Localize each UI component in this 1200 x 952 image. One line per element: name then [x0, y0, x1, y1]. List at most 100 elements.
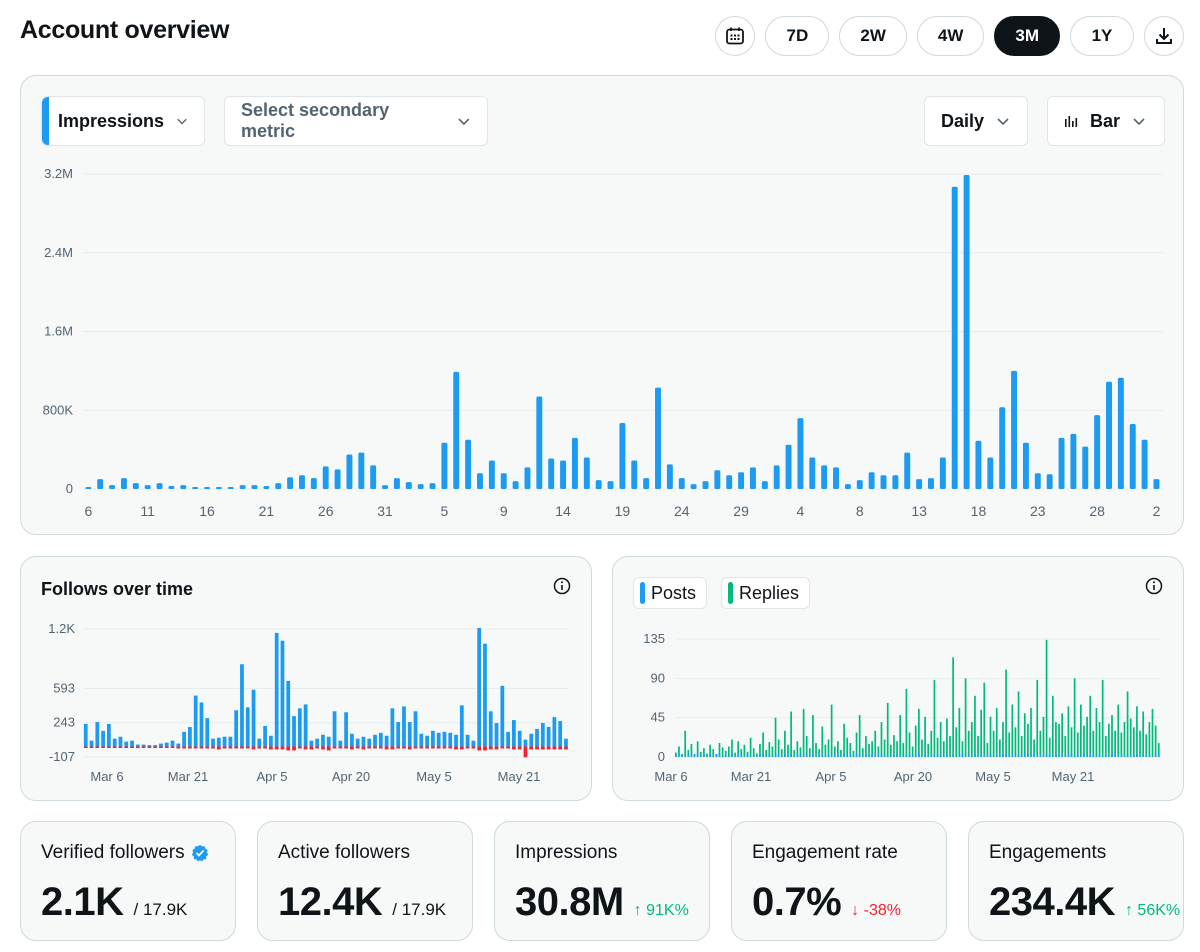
posts-bar	[1154, 754, 1157, 757]
impressions-bar	[1094, 415, 1101, 489]
replies-bar	[734, 752, 736, 757]
replies-bar	[1058, 723, 1060, 757]
range-7d-button[interactable]: 7D	[765, 16, 830, 56]
follows-loss-bar	[188, 746, 192, 749]
impressions-bar	[204, 487, 210, 489]
replies-bar	[793, 750, 796, 757]
stat-card-engagement-rate[interactable]: Engagement rate 0.7% ↓ -38%	[731, 821, 947, 941]
follows-loss-bar	[216, 746, 221, 750]
follows-loss-bar	[459, 746, 464, 750]
impressions-bar	[1141, 439, 1148, 489]
impressions-bar	[536, 396, 543, 489]
impressions-bar	[429, 483, 436, 489]
follows-loss-bar	[465, 746, 470, 749]
range-3m-button[interactable]: 3M	[994, 16, 1060, 56]
stat-card-verified-followers[interactable]: Verified followers 2.1K / 17.9K	[20, 821, 236, 941]
posts-bar	[709, 754, 711, 757]
follows-loss-bar	[164, 746, 169, 749]
replies-bar	[724, 750, 727, 757]
posts-bar	[877, 754, 880, 757]
replies-bar	[1083, 725, 1085, 757]
posts-bar	[1055, 754, 1057, 757]
impressions-bar	[263, 486, 270, 489]
x-tick-label: 26	[318, 503, 334, 519]
stat-card-active-followers[interactable]: Active followers 12.4K / 17.9K	[257, 821, 473, 941]
x-tick-label: May 5	[975, 769, 1010, 784]
stat-label: Engagement rate	[752, 842, 898, 863]
x-tick-label: 13	[911, 503, 927, 519]
follows-loss-bar	[471, 746, 476, 749]
impressions-bar	[287, 477, 294, 489]
replies-bar	[967, 730, 970, 757]
impressions-bar	[999, 407, 1006, 489]
replies-bar	[986, 743, 989, 757]
replies-bar	[958, 708, 961, 757]
follows-gain-bar	[245, 707, 250, 747]
follows-loss-bar	[390, 746, 395, 750]
primary-metric-dropdown[interactable]: Impressions	[41, 96, 205, 146]
replies-bar	[952, 657, 954, 757]
posts-bar	[687, 754, 690, 757]
posts-legend-chip[interactable]: Posts	[633, 577, 708, 609]
replies-legend-chip[interactable]: Replies	[721, 577, 811, 609]
posts-bar	[939, 754, 942, 757]
follows-gain-bar	[188, 726, 192, 747]
impressions-bar	[488, 460, 495, 489]
range-1y-button[interactable]: 1Y	[1070, 16, 1134, 56]
range-2w-button[interactable]: 2W	[839, 16, 907, 56]
follows-loss-bar	[523, 746, 528, 758]
follows-loss-bar	[199, 746, 204, 749]
follows-loss-bar	[558, 746, 563, 750]
impressions-bar	[97, 479, 104, 489]
follows-gain-bar	[471, 740, 476, 747]
follows-loss-bar	[274, 746, 279, 750]
follows-loss-bar	[436, 746, 441, 749]
impressions-bar	[144, 485, 151, 489]
replies-bar	[977, 736, 979, 757]
posts-bar	[1061, 754, 1064, 757]
replies-bar	[930, 730, 933, 757]
stat-card-engagements[interactable]: Engagements 234.4K ↑ 56K%	[968, 821, 1184, 941]
replies-bar	[830, 704, 833, 757]
range-4w-button[interactable]: 4W	[916, 16, 985, 56]
stat-label: Impressions	[515, 842, 618, 863]
follows-loss-bar	[292, 746, 296, 751]
follows-gain-bar	[101, 730, 105, 747]
posts-bar	[774, 754, 777, 757]
stat-value: 2.1K	[41, 880, 124, 924]
posts-bar	[1027, 754, 1029, 757]
impressions-bar	[239, 485, 246, 489]
replies-bar	[861, 748, 864, 757]
follows-gain-bar	[373, 734, 377, 747]
impressions-bar	[821, 465, 828, 489]
posts-bar	[1011, 754, 1014, 757]
stat-card-impressions[interactable]: Impressions 30.8M ↑ 91K%	[494, 821, 710, 941]
impressions-bar	[892, 475, 899, 489]
chart-type-dropdown[interactable]: Bar	[1047, 96, 1165, 146]
y-tick-label: 135	[643, 631, 665, 646]
granularity-dropdown[interactable]: Daily	[924, 96, 1028, 146]
posts-bar	[908, 754, 911, 757]
follows-gain-bar	[540, 723, 545, 747]
impressions-bar	[738, 472, 745, 489]
replies-bar	[874, 730, 877, 757]
posts-bar	[1039, 754, 1042, 757]
follows-loss-bar	[419, 746, 424, 749]
info-icon[interactable]	[553, 577, 571, 595]
follows-loss-bar	[529, 746, 534, 750]
replies-bar	[946, 718, 948, 757]
download-button[interactable]	[1144, 16, 1184, 56]
calendar-button[interactable]	[715, 16, 756, 56]
stat-value-row: 12.4K / 17.9K	[278, 880, 446, 925]
follows-gain-bar	[153, 745, 158, 747]
follows-gain-bar	[315, 738, 320, 747]
calendar-icon	[726, 27, 745, 45]
secondary-metric-dropdown[interactable]: Select secondary metric	[224, 96, 488, 146]
follows-loss-bar	[83, 746, 88, 749]
follows-loss-bar	[309, 746, 314, 750]
impressions-bar	[417, 484, 424, 489]
info-icon[interactable]	[1145, 577, 1163, 595]
replies-bar	[889, 744, 892, 757]
replies-bar	[796, 741, 799, 757]
replies-bar	[840, 750, 842, 757]
